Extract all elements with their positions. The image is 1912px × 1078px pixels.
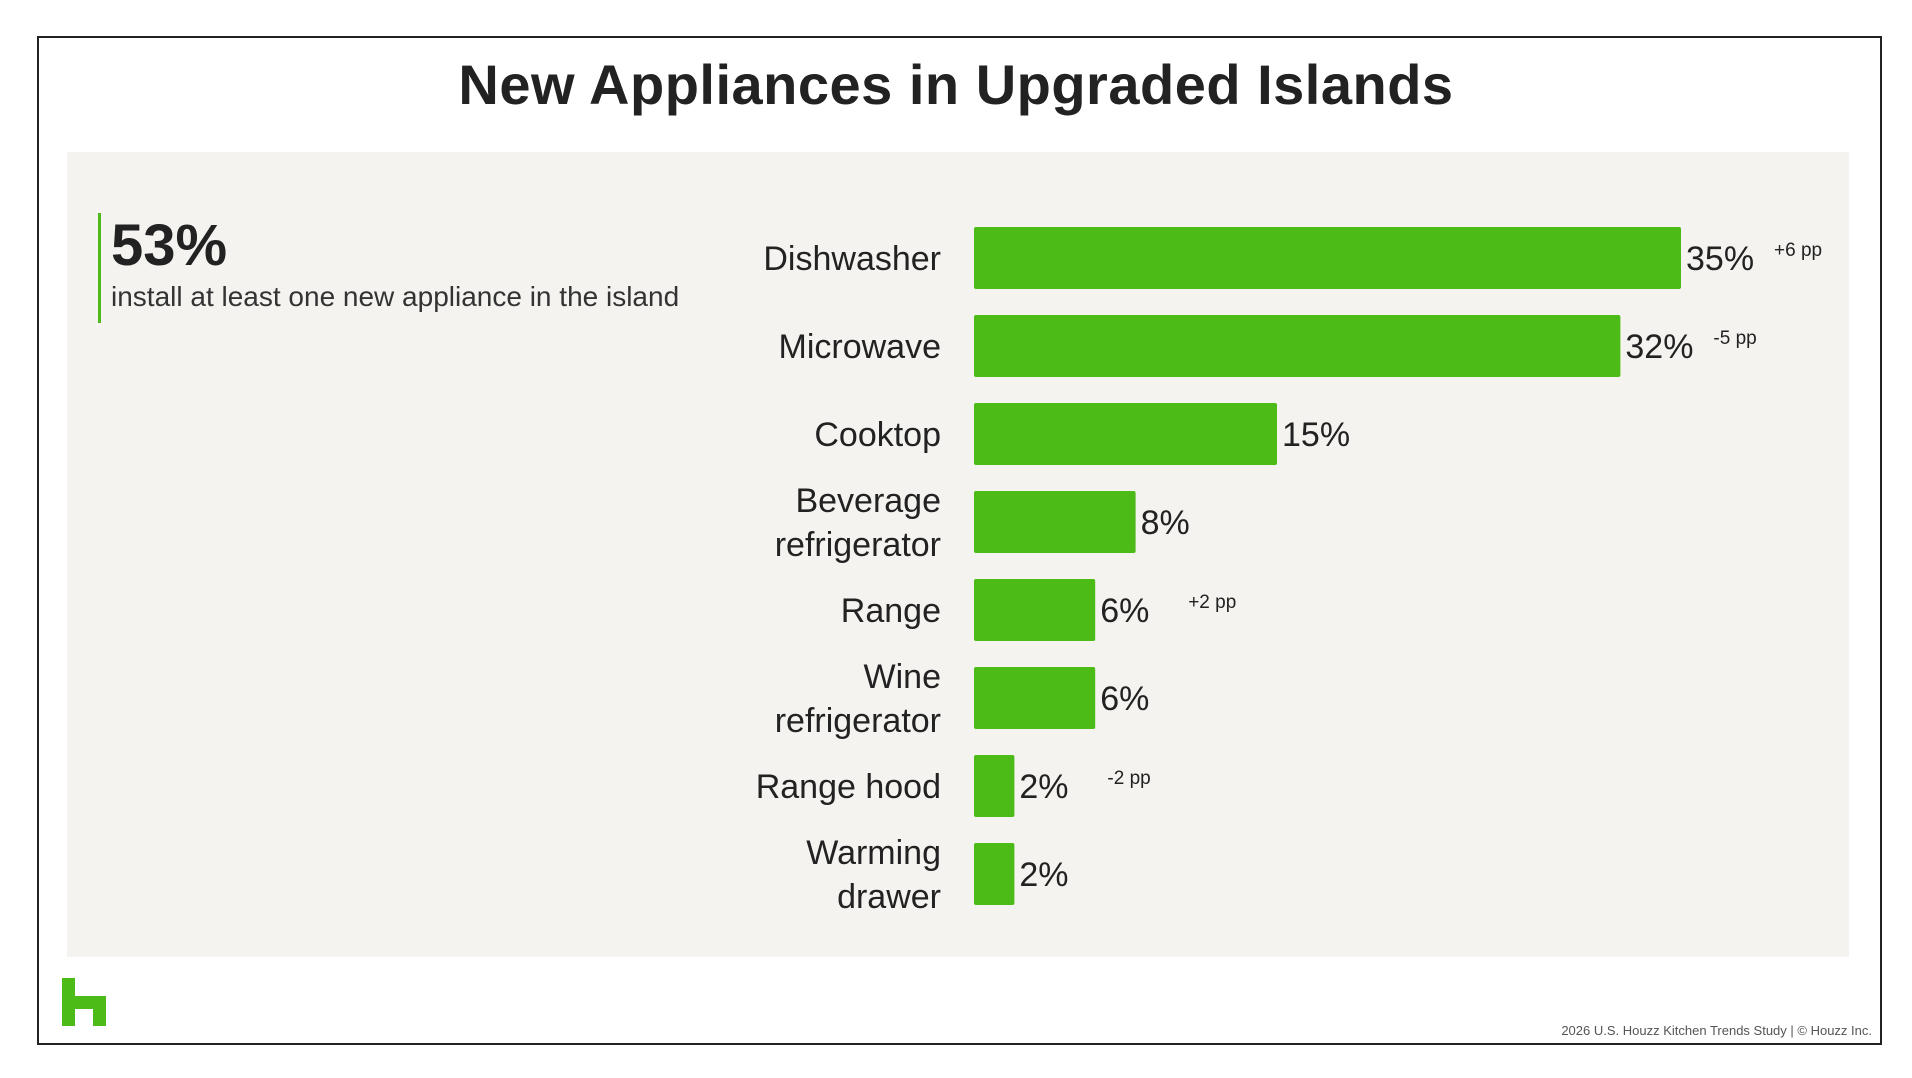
value-label: 35% xyxy=(1686,240,1754,278)
bar-dishwasher xyxy=(974,227,1681,289)
key-stat-value: 53% xyxy=(111,213,228,278)
category-label: Range xyxy=(841,592,941,630)
bar-microwave xyxy=(974,315,1621,377)
category-label: Dishwasher xyxy=(763,240,941,278)
bar-beverage-refrigerator xyxy=(974,491,1136,553)
key-stat: 53% install at least one new appliance i… xyxy=(98,213,679,323)
category-label: refrigerator xyxy=(775,702,941,740)
key-stat-text: install at least one new appliance in th… xyxy=(111,281,680,312)
footer-credit: 2026 U.S. Houzz Kitchen Trends Study | ©… xyxy=(1561,1023,1872,1038)
change-label: -5 pp xyxy=(1713,328,1756,349)
category-label: Range hood xyxy=(756,768,941,806)
change-label: -2 pp xyxy=(1107,768,1150,789)
value-label: 6% xyxy=(1100,680,1149,718)
bar-range-hood xyxy=(974,755,1015,817)
category-label: Cooktop xyxy=(814,416,941,454)
category-label: Wine xyxy=(864,658,941,696)
change-label: +2 pp xyxy=(1188,592,1236,613)
category-label: drawer xyxy=(837,878,941,916)
value-label: 2% xyxy=(1019,768,1068,806)
bar-wine-refrigerator xyxy=(974,667,1096,729)
value-label: 6% xyxy=(1100,592,1149,630)
change-label: +6 pp xyxy=(1774,240,1822,261)
value-label: 32% xyxy=(1625,328,1693,366)
bar-warming-drawer xyxy=(974,843,1015,905)
bar-range xyxy=(974,579,1096,641)
chart-title: New Appliances in Upgraded Islands xyxy=(458,53,1454,116)
houzz-logo-icon xyxy=(62,978,106,1026)
value-label: 2% xyxy=(1019,856,1068,894)
category-label: refrigerator xyxy=(775,526,941,564)
bar-cooktop xyxy=(974,403,1277,465)
category-label: Microwave xyxy=(779,328,941,366)
category-label: Beverage xyxy=(795,482,941,520)
category-label: Warming xyxy=(806,834,941,872)
value-label: 8% xyxy=(1141,504,1190,542)
value-label: 15% xyxy=(1282,416,1350,454)
